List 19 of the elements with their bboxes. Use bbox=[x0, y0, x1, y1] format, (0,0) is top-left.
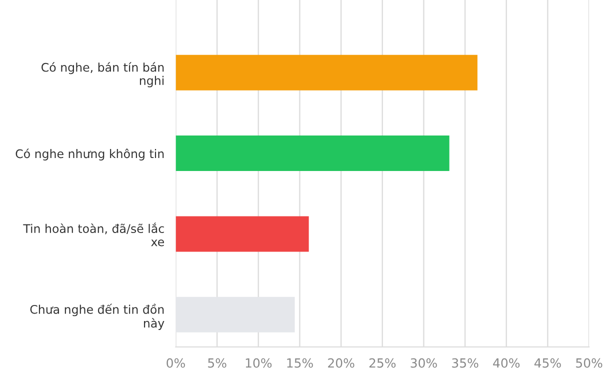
y-tick-label: Chưa nghe đến tin đồn này bbox=[30, 304, 164, 330]
x-tick-label: 30% bbox=[410, 358, 437, 368]
bar bbox=[176, 216, 309, 252]
x-tick-label: 10% bbox=[246, 358, 272, 368]
x-tick-label: 35% bbox=[452, 358, 478, 368]
bar bbox=[176, 136, 450, 172]
x-tick-label: 15% bbox=[287, 358, 313, 368]
x-tick-label: 50% bbox=[576, 358, 602, 368]
x-tick-label: 5% bbox=[208, 358, 226, 368]
x-tick-label: 0% bbox=[166, 358, 185, 368]
x-tick-label: 20% bbox=[328, 358, 354, 368]
y-tick-label: Có nghe nhưng không tin bbox=[16, 148, 164, 160]
x-tick-label: 25% bbox=[369, 358, 396, 368]
bar bbox=[176, 54, 478, 90]
x-tick-label: 40% bbox=[493, 358, 520, 368]
bar bbox=[176, 296, 295, 332]
y-tick-label: Tin hoàn toàn, đã/sẽ lắc xe bbox=[23, 222, 164, 246]
y-tick-label: Có nghe, bán tín bán nghi bbox=[42, 62, 164, 88]
x-tick-label: 45% bbox=[534, 358, 561, 368]
